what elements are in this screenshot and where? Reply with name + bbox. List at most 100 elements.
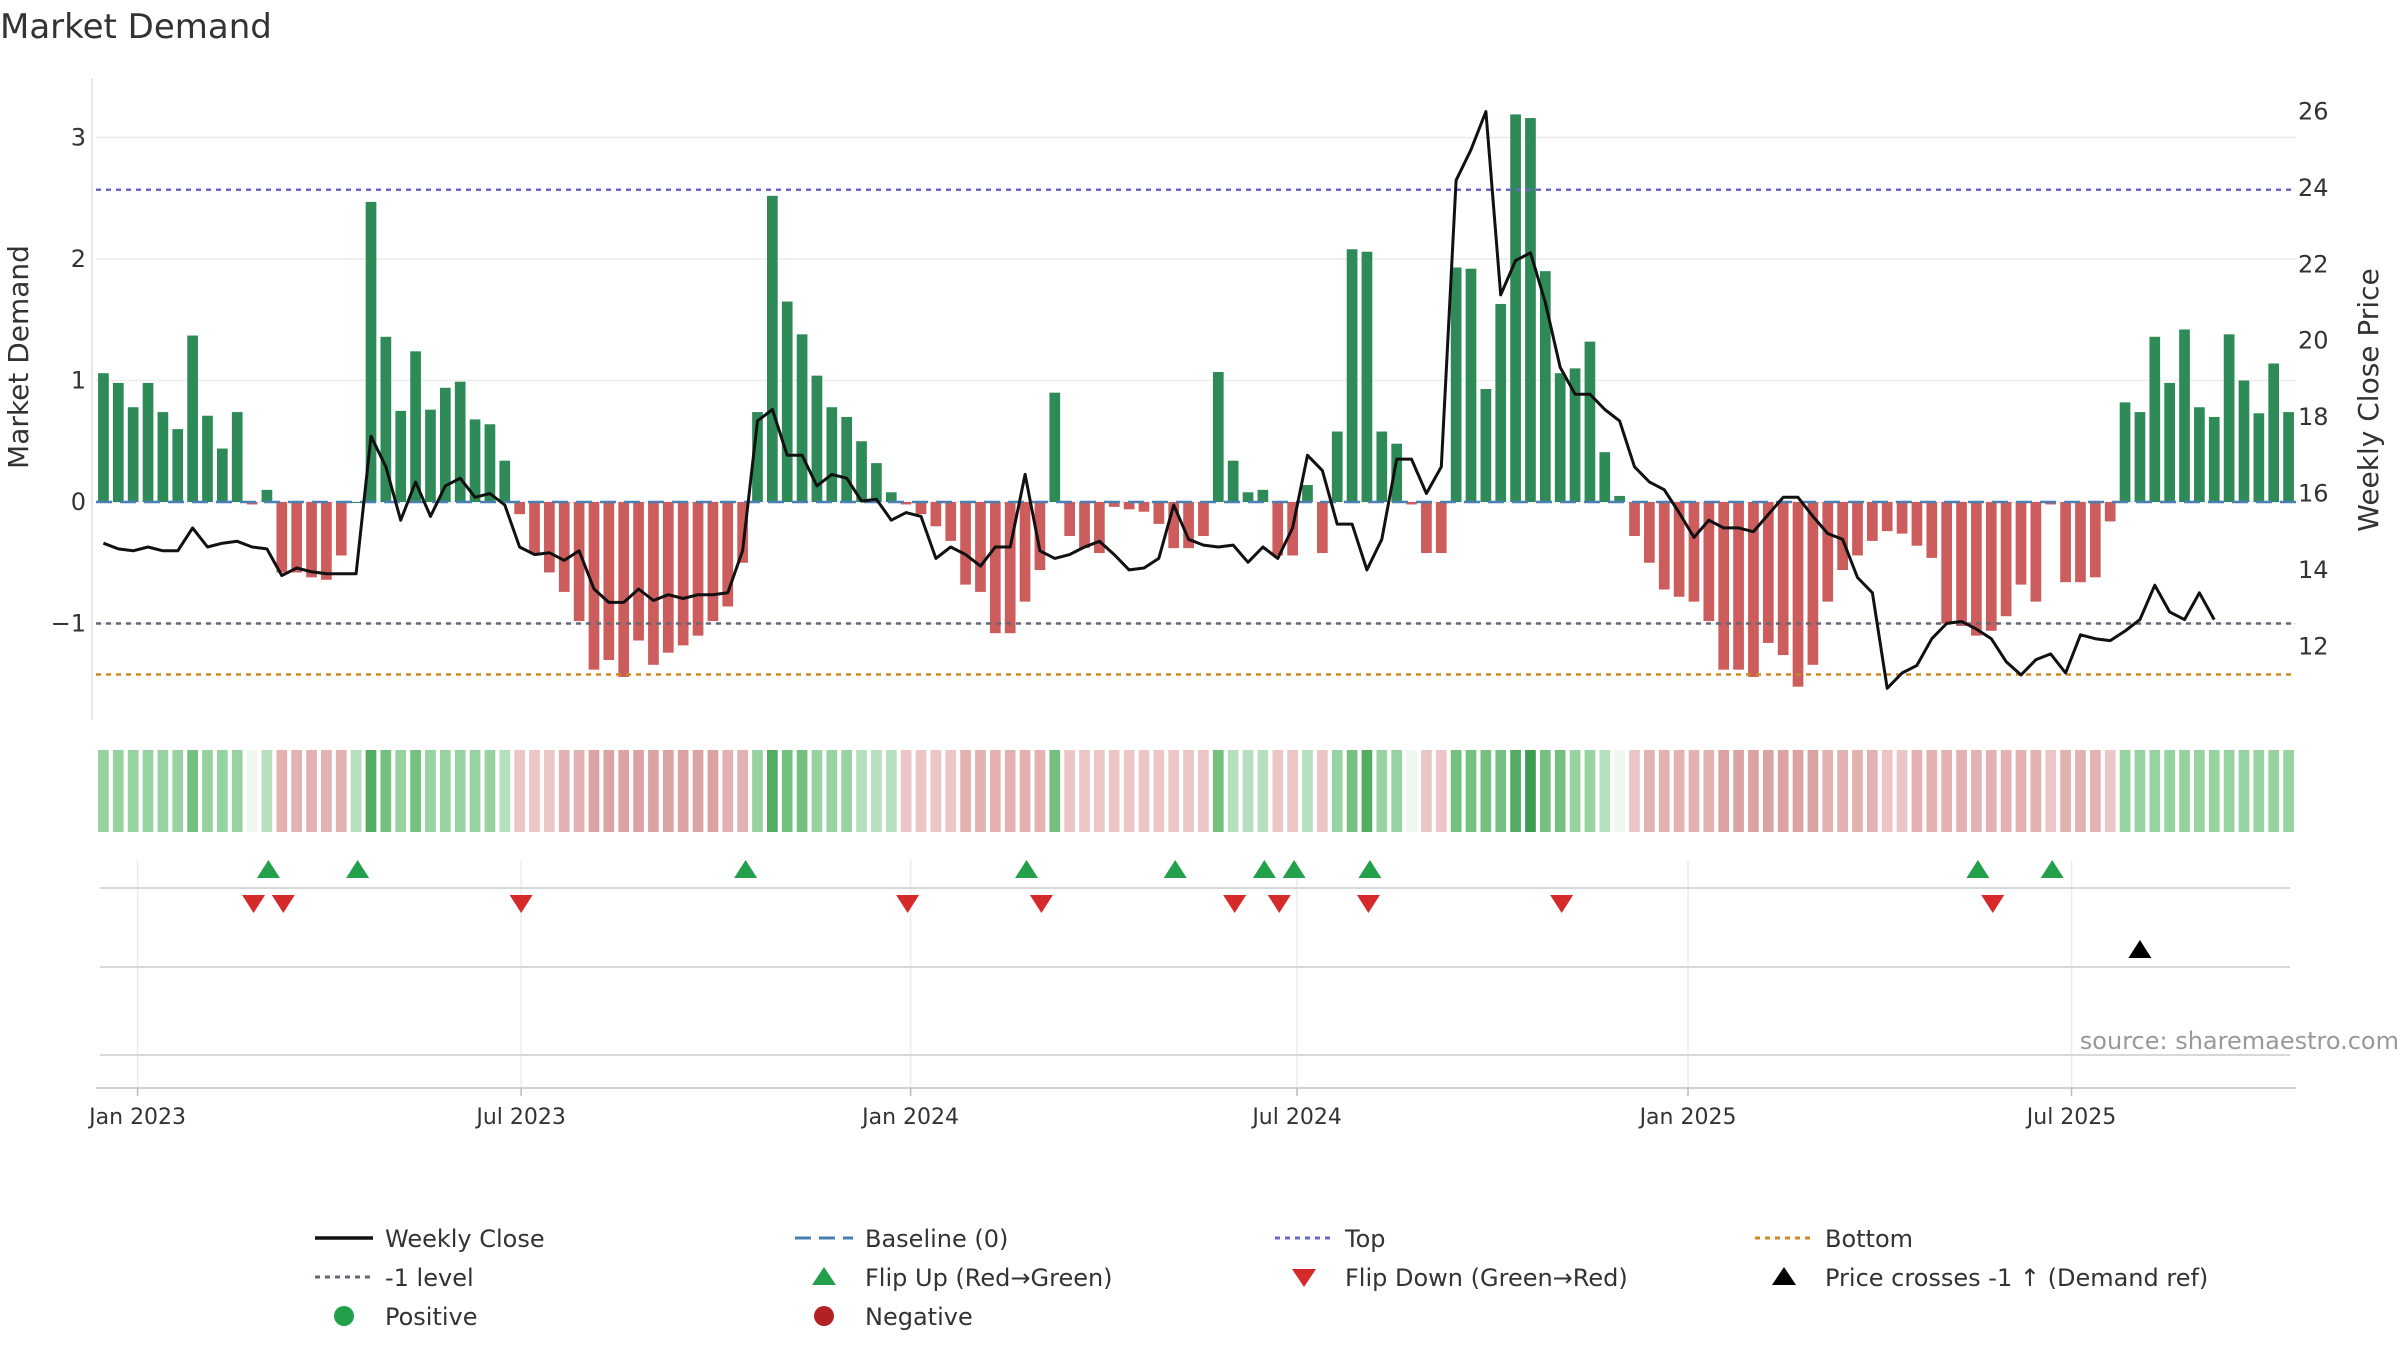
demand-bar — [1123, 502, 1135, 510]
demand-bar — [1822, 502, 1834, 602]
demand-strip-cell — [2030, 750, 2042, 832]
y-tick-right: 24 — [2298, 174, 2329, 202]
legend-label: Price crosses -1 ↑ (Demand ref) — [1825, 1264, 2208, 1292]
demand-bar — [662, 502, 674, 653]
demand-strip-cell — [261, 750, 273, 832]
demand-bar — [2268, 363, 2280, 502]
demand-strip-cell — [2104, 750, 2116, 832]
flip-up-marker — [1966, 860, 1990, 878]
demand-bar — [558, 502, 570, 592]
demand-bar — [2223, 334, 2235, 502]
demand-bar — [2283, 412, 2294, 502]
demand-strip-cell — [1703, 750, 1715, 832]
legend-swatch — [812, 1267, 836, 1285]
demand-bar — [1495, 303, 1507, 502]
demand-bar — [1510, 114, 1521, 503]
demand-bar — [1465, 268, 1477, 502]
demand-bar — [1554, 373, 1566, 502]
demand-bar — [1004, 502, 1016, 634]
demand-strip-cell — [989, 750, 1001, 832]
demand-strip-cell — [811, 750, 823, 832]
demand-strip-cell — [841, 750, 853, 832]
demand-strip-cell — [915, 750, 927, 832]
y-axis-left-label: Market Demand — [2, 245, 35, 469]
demand-strip-cell — [603, 750, 615, 832]
demand-strip-cell — [1629, 750, 1640, 832]
demand-bar — [752, 412, 763, 502]
demand-bar — [1227, 460, 1239, 502]
demand-strip-cell — [1450, 750, 1462, 832]
demand-strip-cell — [618, 750, 630, 832]
demand-strip-cell — [306, 750, 317, 832]
demand-strip-cell — [1094, 750, 1105, 832]
price-cross-marker — [2128, 940, 2152, 958]
demand-bar — [1584, 341, 1596, 502]
demand-strip-cell — [1777, 750, 1789, 832]
demand-bar — [1599, 452, 1611, 502]
demand-bar — [544, 502, 555, 573]
demand-bar — [127, 407, 139, 502]
legend-label: Bottom — [1825, 1225, 1913, 1253]
demand-bar — [1629, 502, 1640, 537]
flip-up-marker — [1015, 860, 1039, 878]
legend-label: Flip Down (Green→Red) — [1345, 1264, 1628, 1292]
demand-bar — [2075, 502, 2086, 583]
demand-strip-cell — [1733, 750, 1744, 832]
demand-strip-cell — [1926, 750, 1938, 832]
demand-strip-cell — [1376, 750, 1388, 832]
demand-bar — [1183, 502, 1194, 549]
demand-bar — [306, 502, 317, 578]
demand-bar — [1302, 484, 1313, 502]
demand-strip-cell — [648, 750, 659, 832]
demand-bar — [1168, 502, 1180, 549]
demand-strip-cell — [796, 750, 808, 832]
flip-down-marker — [1029, 895, 1053, 913]
demand-bar — [1971, 502, 1982, 636]
demand-strip-cell — [677, 750, 689, 832]
demand-strip-cell — [2119, 750, 2131, 832]
demand-bar — [2030, 502, 2042, 602]
demand-bar — [826, 407, 838, 502]
demand-strip-cell — [1019, 750, 1031, 832]
demand-bar — [767, 195, 778, 502]
demand-strip-cell — [1911, 750, 1923, 832]
y-tick-right: 22 — [2298, 250, 2329, 278]
weekly-close-line — [102, 110, 2216, 690]
demand-bar — [2238, 380, 2250, 502]
demand-bar — [439, 387, 451, 502]
x-tick-label: Jan 2024 — [860, 1105, 959, 1130]
demand-bar — [900, 502, 912, 505]
demand-strip-cell — [1212, 750, 1224, 832]
demand-strip-cell — [410, 750, 421, 832]
demand-bar — [1658, 502, 1670, 590]
demand-strip-cell — [1361, 750, 1373, 832]
demand-strip-cell — [1034, 750, 1046, 832]
demand-strip-cell — [1852, 750, 1863, 832]
demand-bar — [2208, 416, 2220, 502]
demand-strip-cell — [945, 750, 957, 832]
demand-bar — [1317, 502, 1328, 554]
demand-strip-cell — [662, 750, 674, 832]
demand-strip-cell — [1004, 750, 1016, 832]
demand-bar — [231, 412, 243, 502]
demand-bar — [2179, 329, 2190, 502]
demand-bar — [321, 502, 332, 580]
demand-bar — [1049, 392, 1061, 502]
flip-down-marker — [1356, 895, 1380, 913]
demand-strip-cell — [1985, 750, 1997, 832]
flip-up-marker — [1252, 860, 1276, 878]
demand-strip-cell — [1525, 750, 1536, 832]
demand-strip-cell — [142, 750, 154, 832]
demand-strip-cell — [1227, 750, 1239, 832]
y-tick-left: 1 — [71, 367, 86, 395]
demand-strip-cell — [960, 750, 971, 832]
demand-strip-cell — [1465, 750, 1477, 832]
demand-bar — [484, 424, 496, 502]
demand-bar — [291, 502, 303, 573]
demand-strip-cell — [633, 750, 644, 832]
demand-strip-cell — [1331, 750, 1343, 832]
demand-strip-cell — [1688, 750, 1700, 832]
demand-strip-cell — [484, 750, 496, 832]
demand-bar — [425, 409, 436, 502]
demand-bar — [1198, 502, 1209, 537]
